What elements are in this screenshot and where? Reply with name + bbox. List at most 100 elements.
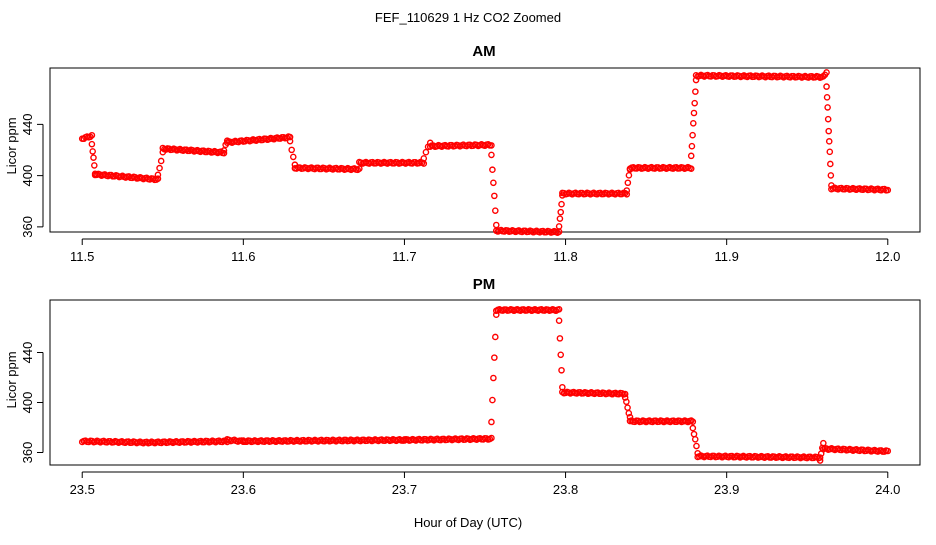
am-panel: AM Licor ppm 11.5 11.6 11.7 11.8 11.9 12.0 360… [4,43,921,264]
pm-data-point [555,306,563,313]
pm-y-axis-label: Licor ppm [4,351,19,408]
pm-data-point [491,354,498,361]
pm-panel: PM Licor ppm 23.5 23.6 23.7 23.8 23.9 24.0 360… [4,276,921,497]
am-data-point [289,153,297,161]
am-data-point [220,147,228,154]
am-data-point [555,223,563,230]
am-data-point [156,164,163,172]
am-data-point [489,166,496,174]
am-plot-frame [49,67,921,233]
am-data-point [625,172,633,179]
pm-data-point [556,335,564,342]
am-data-point [687,165,695,172]
am-data-point [826,148,834,156]
am-data-point [689,131,696,139]
am-data-point [827,160,834,168]
am-data-point [623,187,631,194]
pm-data-point [623,398,630,406]
am-data-point [154,175,162,183]
pm-data-point [621,390,629,398]
am-data-point [557,208,565,216]
am-x-tick-label: 11.8 [553,249,577,264]
am-data-point [154,171,162,179]
am-x-tick-label: 12.0 [875,249,900,264]
am-data-point [688,142,696,150]
am-data-point [824,115,832,123]
am-y-tick-label: 400 [20,165,35,187]
am-y-tick-label: 440 [20,114,35,136]
pm-y-tick-label: 440 [20,342,35,364]
am-data-point [286,133,294,141]
pm-data-point [816,454,824,461]
am-data-point [91,162,98,169]
pm-data-point [558,366,565,374]
pm-x-tick-label: 24.0 [875,482,900,497]
am-x-tick-label: 11.7 [392,249,416,264]
pm-x-tick-label: 23.7 [392,482,417,497]
am-data-point [86,133,94,141]
pm-data-point [816,457,824,464]
pm-data-point [691,436,699,443]
pm-data-point [690,430,698,438]
am-data-point [689,120,697,127]
am-data-point [220,149,228,157]
figure-title: FEF_110629 1 Hz CO2 Zoomed [375,10,561,25]
am-x-tick-label: 11.9 [714,249,738,264]
am-data-point [558,200,565,208]
x-axis-label: Hour of Day (UTC) [414,515,522,530]
pm-data-point [689,418,697,425]
am-data-point [491,192,498,200]
am-data-point [823,83,830,90]
am-data-point [825,127,833,135]
pm-x-tick-label: 23.9 [714,482,739,497]
pm-data-point [625,409,633,417]
pm-data-point [626,413,634,421]
am-data-point [89,148,96,155]
am-data-point [691,99,698,107]
am-data-point [488,151,495,159]
am-data-point [286,137,294,145]
pm-data-point [488,434,495,442]
am-data-point [556,215,564,222]
am-data-point [90,154,97,161]
am-y-axis-label: Licor ppm [4,117,19,174]
am-data-point [288,146,295,154]
pm-y-tick-label: 400 [20,392,35,414]
am-data-point [820,72,827,80]
pm-data-point [490,374,497,382]
am-data-points [78,69,892,237]
am-data-point [488,142,495,149]
pm-x-tick-label: 23.5 [70,482,95,497]
am-data-point [692,88,699,95]
am-data-point [624,179,632,187]
am-data-point [827,172,835,179]
am-data-point [823,69,830,76]
pm-data-point [492,333,499,341]
am-x-tick-label: 11.6 [231,249,255,264]
am-data-point [825,138,833,145]
am-data-point [823,94,831,101]
pm-data-point [489,396,496,404]
am-y-tick-label: 360 [20,216,35,238]
am-data-point [356,165,363,172]
pm-data-point [555,317,563,324]
pm-data-point [689,424,697,432]
pm-x-tick-label: 23.6 [231,482,256,497]
pm-data-points [78,305,892,464]
am-data-point [492,207,499,214]
am-data-point [623,190,631,198]
pm-panel-title: PM [473,276,496,293]
pm-data-point [624,404,631,411]
pm-plot-frame [49,299,921,466]
am-data-point [422,148,430,156]
pm-data-point [488,418,495,426]
am-data-point [824,104,831,111]
am-data-point [492,221,500,229]
am-data-point [157,157,165,165]
pm-data-point [693,442,700,450]
am-data-point [88,131,96,139]
am-data-point [884,186,892,194]
am-data-point [420,155,428,162]
